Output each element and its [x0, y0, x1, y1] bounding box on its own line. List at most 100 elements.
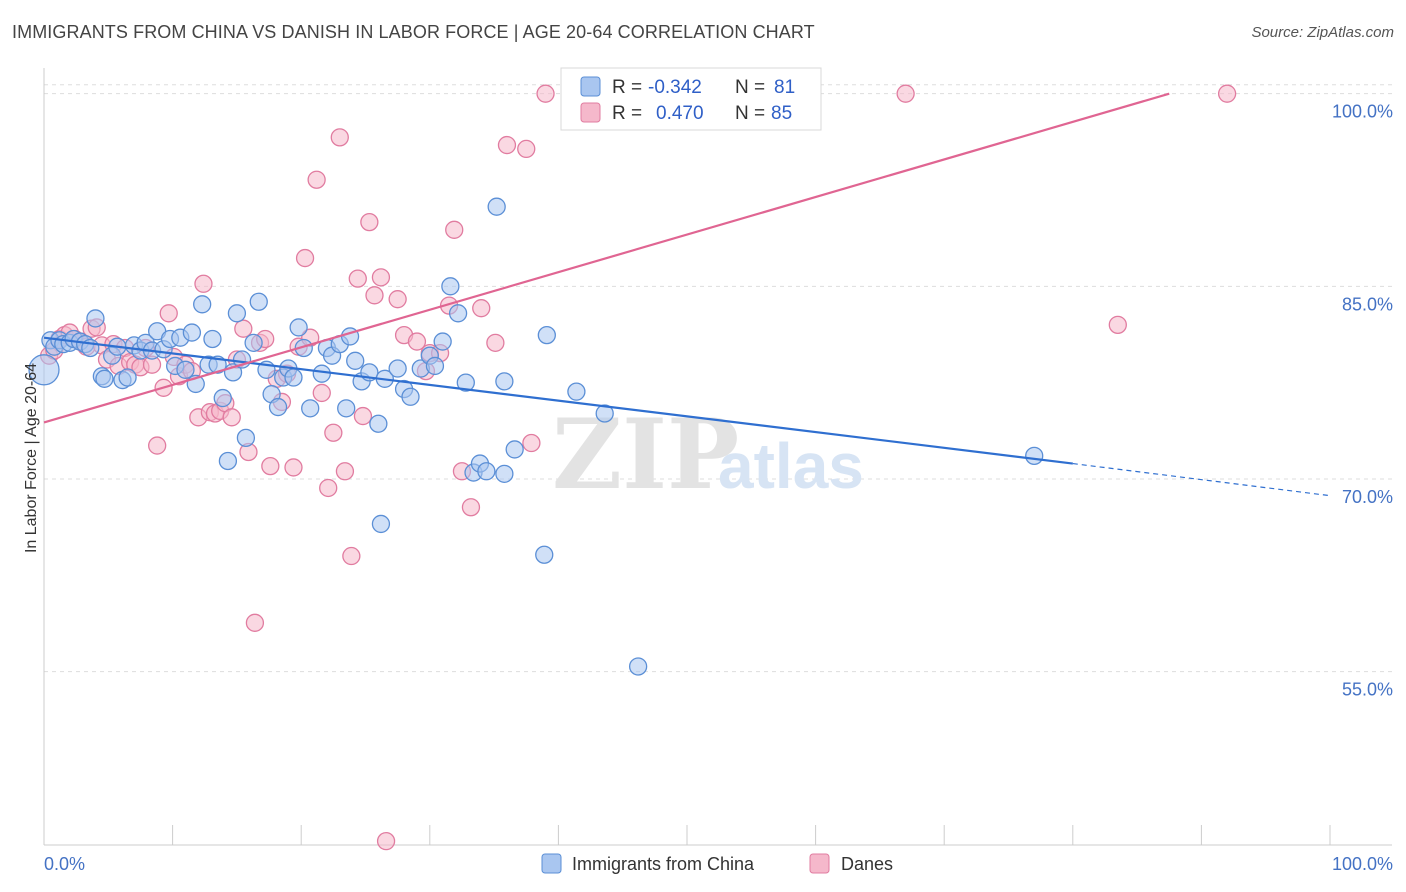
- legend-n-label-china: N =: [735, 77, 765, 98]
- point-danes-48: [307, 170, 326, 189]
- point-china-9: [86, 309, 105, 328]
- point-china-46: [289, 318, 308, 337]
- point-china-48: [301, 399, 320, 418]
- point-danes-71: [472, 299, 491, 318]
- point-danes-70: [461, 498, 481, 517]
- point-danes-35: [234, 319, 253, 338]
- point-danes-53: [335, 462, 355, 481]
- legend-r-value-danes: 0.470: [656, 103, 704, 124]
- point-china-49: [312, 364, 331, 383]
- point-china-80: [595, 404, 614, 423]
- y-tick-label-1: 70.0%: [1342, 487, 1393, 507]
- point-danes-44: [284, 458, 303, 477]
- point-china-79: [567, 382, 586, 401]
- point-china-84: [495, 372, 514, 391]
- y-tick-label-0: 55.0%: [1342, 680, 1393, 700]
- point-china-39: [249, 292, 268, 311]
- point-danes-59: [371, 268, 391, 287]
- point-danes-72: [486, 333, 505, 352]
- correlation-legend: R = -0.342 N = 81 R = 0.470 N = 85: [560, 67, 822, 131]
- point-danes-83: [1108, 315, 1127, 335]
- trend-line-china-extension: [1072, 462, 1331, 497]
- point-china-53: [337, 399, 356, 418]
- point-china-33: [218, 451, 238, 471]
- legend-swatch-danes: [580, 102, 601, 123]
- point-china-37: [236, 428, 256, 448]
- point-china-25: [176, 360, 195, 379]
- point-danes-73: [497, 135, 517, 155]
- legend-r-label-danes: R =: [612, 103, 642, 124]
- point-danes-51: [324, 423, 343, 442]
- source-credit: Source: ZipAtlas.com: [1251, 24, 1394, 41]
- trend-line-china: [43, 336, 1073, 465]
- point-danes-50: [319, 478, 338, 498]
- bottom-legend-china: Immigrants from China: [572, 854, 755, 874]
- point-china-11: [95, 369, 114, 388]
- point-china-38: [244, 333, 263, 352]
- grid-lines: [44, 84, 1392, 673]
- point-china-61: [388, 359, 407, 378]
- point-danes-84: [1217, 84, 1237, 103]
- data-points: [28, 84, 1237, 851]
- point-danes-57: [360, 212, 379, 232]
- point-china-82: [1025, 446, 1044, 466]
- point-danes-58: [365, 286, 384, 305]
- bottom-legend-danes: Danes: [841, 854, 893, 874]
- point-danes-55: [348, 269, 367, 288]
- point-china-68: [441, 277, 460, 296]
- series-legend: Immigrants from China Danes: [541, 853, 893, 874]
- point-china-74: [487, 197, 506, 216]
- point-danes-76: [536, 84, 555, 103]
- point-china-55: [346, 351, 365, 370]
- point-china-76: [505, 440, 524, 459]
- point-danes-56: [353, 406, 373, 426]
- point-china-69: [448, 304, 468, 323]
- point-china-35: [227, 304, 247, 323]
- point-danes-82: [896, 84, 915, 103]
- point-china-78: [537, 325, 556, 345]
- point-danes-54: [342, 546, 361, 566]
- point-china-70: [456, 373, 475, 392]
- point-danes-52: [330, 128, 349, 147]
- point-danes-49: [312, 383, 331, 403]
- point-danes-33: [222, 408, 241, 427]
- legend-box: [560, 67, 822, 131]
- legend-r-value-china: -0.342: [648, 77, 702, 98]
- watermark-zip: ZIP: [552, 398, 739, 511]
- point-danes-75: [522, 433, 541, 453]
- point-china-28: [193, 295, 212, 314]
- point-china-15: [118, 368, 137, 387]
- legend-n-value-china: 81: [774, 77, 795, 98]
- point-china-58: [369, 414, 388, 433]
- chart-title: IMMIGRANTS FROM CHINA VS DANISH IN LABOR…: [12, 22, 815, 42]
- point-china-30: [203, 329, 222, 349]
- x-tick-labels: 0.0% 100.0%: [44, 854, 1393, 874]
- point-china-73: [477, 462, 496, 481]
- point-danes-46: [295, 248, 315, 268]
- point-danes-63: [407, 332, 427, 351]
- point-danes-60: [376, 831, 396, 851]
- point-danes-37: [245, 613, 265, 632]
- y-tick-label-2: 85.0%: [1342, 294, 1393, 314]
- legend-r-label-china: R =: [612, 77, 642, 98]
- point-china-75: [495, 464, 514, 483]
- x-tick-label-0: 0.0%: [44, 854, 85, 874]
- point-danes-68: [445, 220, 464, 239]
- watermark-atlas: atlas: [718, 430, 864, 502]
- point-china-67: [433, 332, 452, 351]
- point-danes-74: [517, 139, 536, 159]
- point-danes-28: [194, 274, 213, 293]
- point-china-42: [268, 397, 288, 417]
- point-china-66: [425, 356, 445, 376]
- bottom-swatch-china: [541, 853, 562, 874]
- trend-lines: [43, 92, 1331, 497]
- axes: [43, 68, 1392, 846]
- point-danes-40: [261, 456, 280, 476]
- point-china-32: [213, 388, 232, 408]
- watermark: ZIP atlas: [552, 398, 864, 511]
- point-china-59: [371, 514, 391, 534]
- point-china-81: [628, 657, 648, 676]
- point-china-83: [28, 354, 60, 386]
- legend-swatch-china: [580, 76, 601, 97]
